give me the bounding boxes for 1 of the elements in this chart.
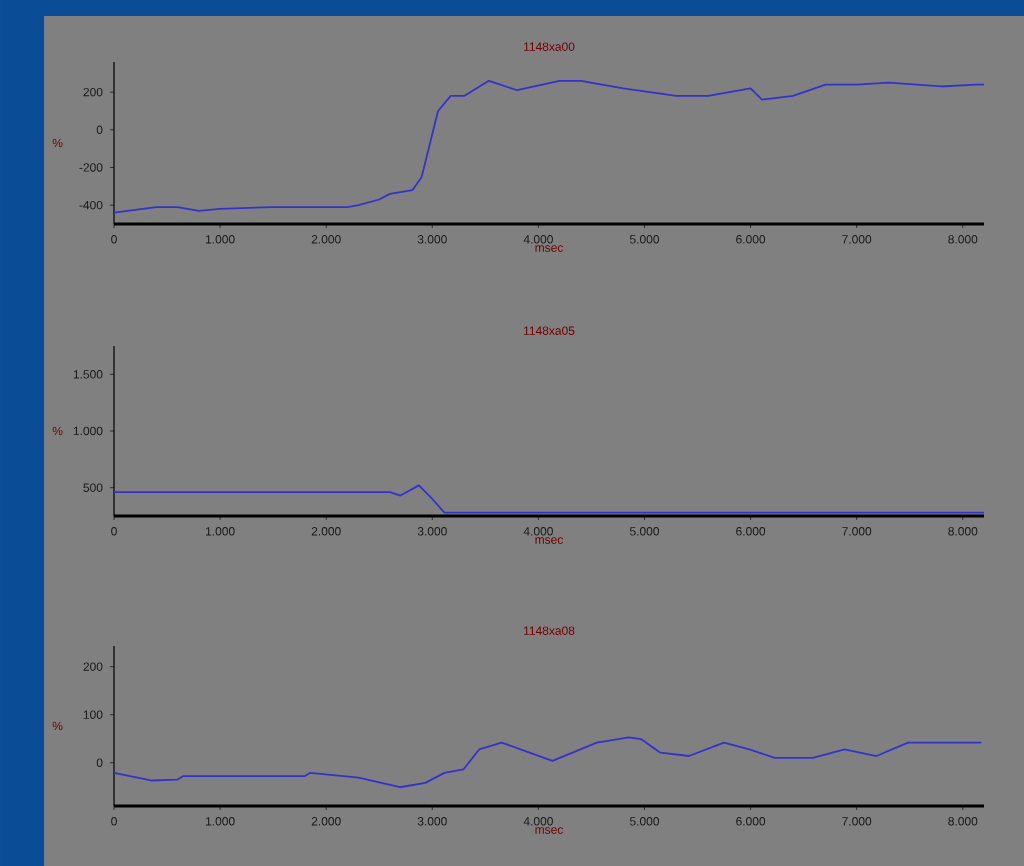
line-series <box>113 79 985 214</box>
